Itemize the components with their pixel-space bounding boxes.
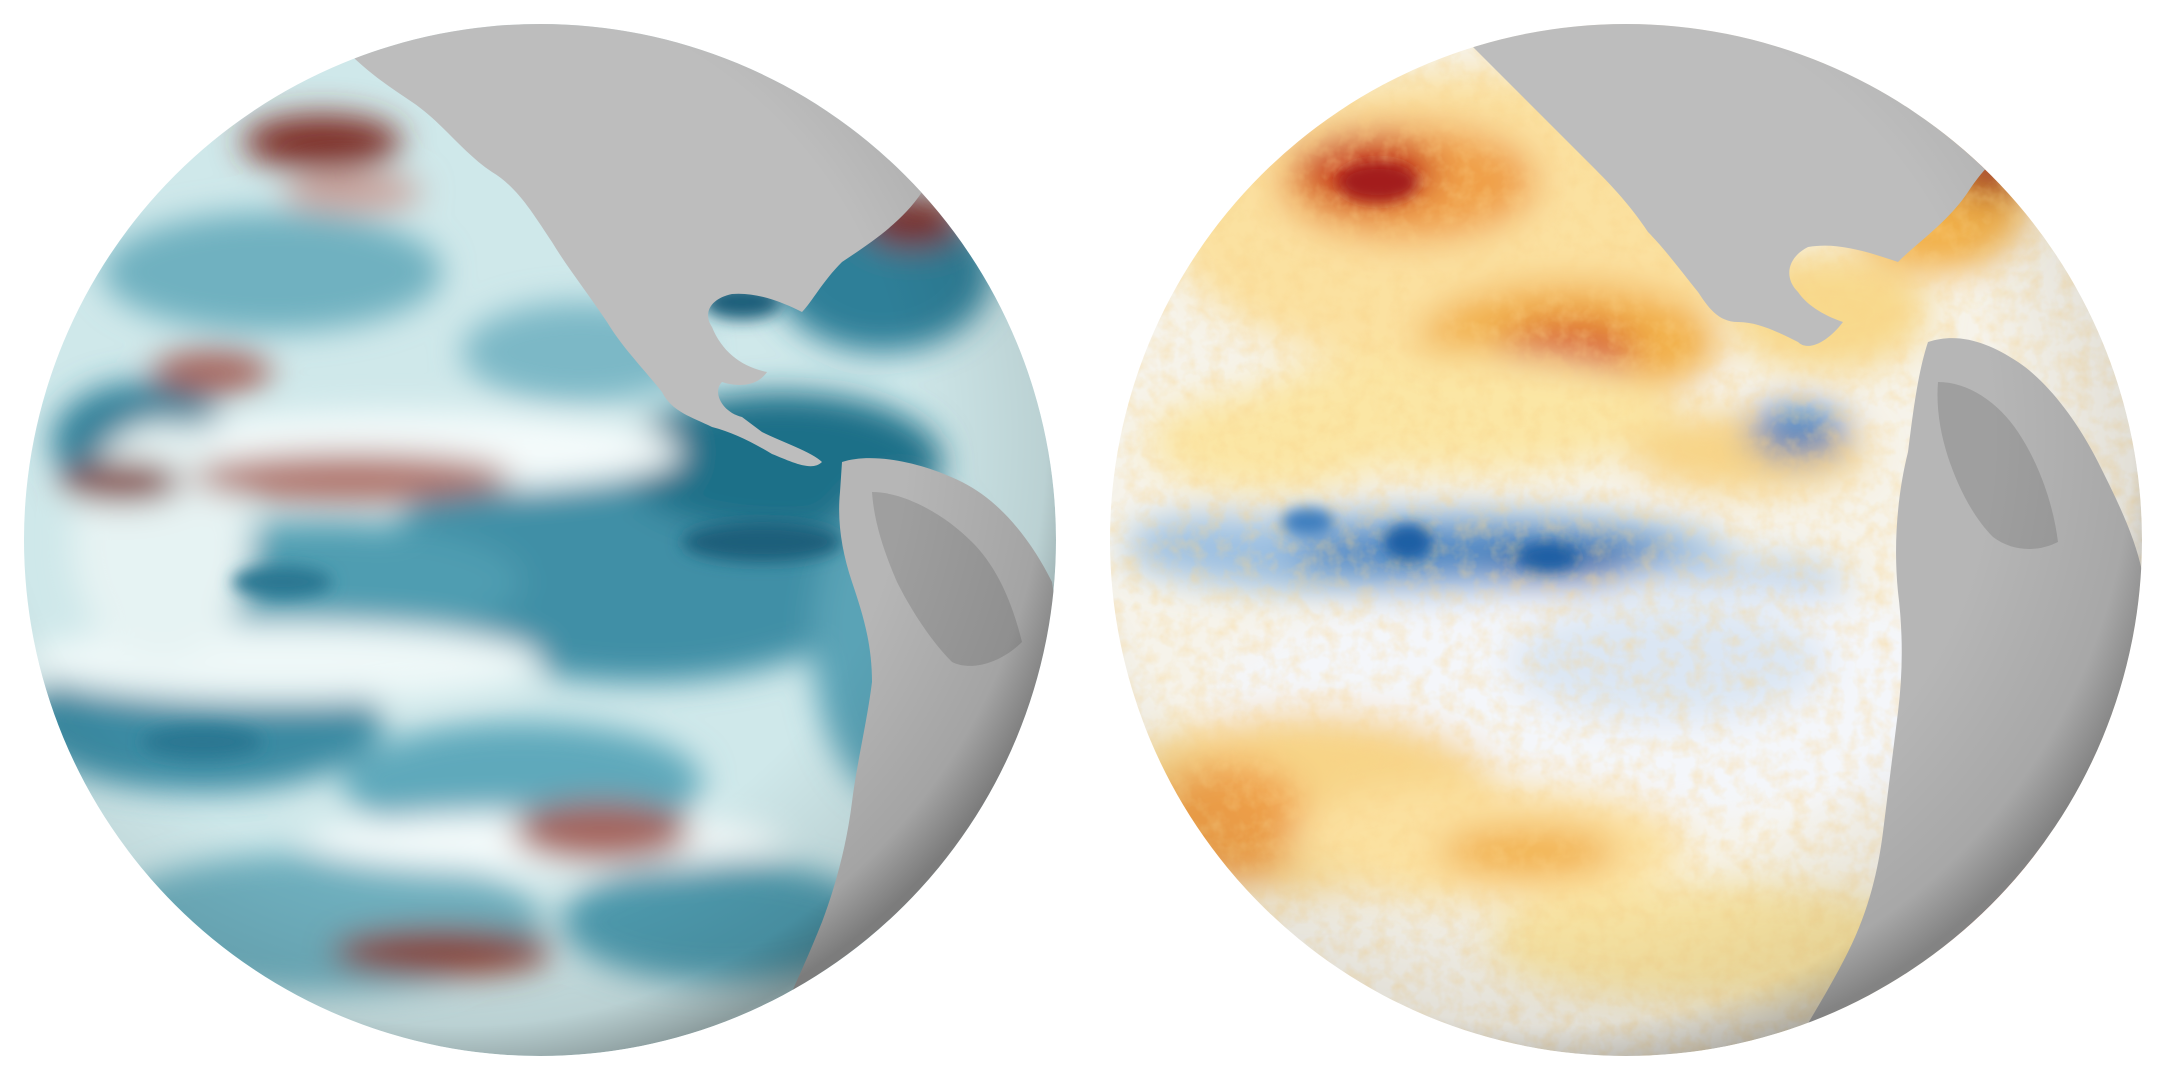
left-globe-image bbox=[24, 24, 1056, 1056]
right-globe bbox=[1108, 22, 2144, 1058]
right-globe-image bbox=[1110, 24, 2142, 1056]
left-globe bbox=[22, 22, 1058, 1058]
